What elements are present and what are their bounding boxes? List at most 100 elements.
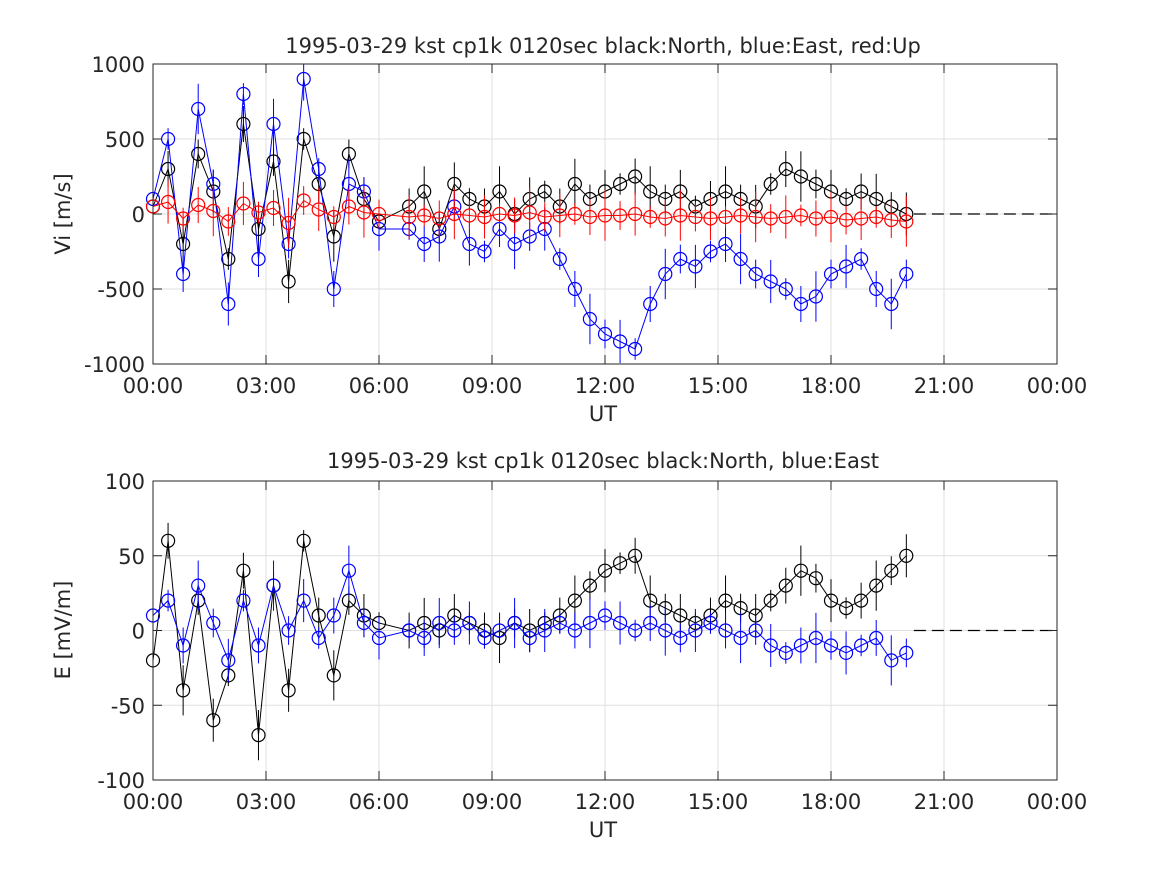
velocity-north-data-point (537, 184, 552, 199)
velocity-east-data-point (673, 251, 688, 267)
velocity-up-data-point (326, 209, 341, 225)
velocity-north-data-point (869, 191, 884, 207)
velocity-y-tick-label: 0 (132, 203, 145, 227)
velocity-up-data-point (793, 208, 809, 223)
electric-field-y-tick-label: 50 (118, 545, 145, 569)
velocity-east-data-point (477, 244, 492, 259)
velocity-east-data-point (582, 311, 598, 327)
electric-field-north-data-point (808, 571, 824, 586)
electric-field-east-data-point (492, 623, 507, 638)
velocity-east-data-point (718, 236, 733, 252)
electric-field-east-data-point (793, 638, 809, 653)
electric-field-east-data-point (627, 623, 643, 638)
electric-field-east-data-point (266, 578, 281, 593)
velocity-panel-title: 1995-03-29 kst cp1k 0120sec black:North,… (285, 34, 921, 58)
velocity-up-data-point (673, 208, 688, 223)
velocity-east-data-point (823, 266, 839, 282)
velocity-east-data-point (869, 281, 884, 297)
electric-field-north-data-point (718, 593, 733, 608)
velocity-x-tick-label: 00:00 (1027, 374, 1088, 398)
velocity-east-data-point (417, 236, 432, 252)
electric-field-north-data-point (673, 608, 688, 623)
electric-field-east-data-point (612, 615, 628, 631)
electric-field-east-data-point (853, 638, 869, 653)
electric-field-east-data-point (432, 615, 447, 631)
electric-field-y-tick-label: 0 (132, 620, 145, 644)
velocity-up-data-point (884, 212, 899, 228)
electric-field-east-data-point (341, 563, 356, 578)
electric-field-east-data-point (402, 623, 417, 638)
velocity-east-data-point (703, 244, 718, 259)
electric-field-north-data-point (793, 563, 809, 578)
electric-field-east-data-point (673, 630, 688, 646)
velocity-up-data-point (703, 211, 718, 226)
velocity-up-data-point (221, 214, 236, 229)
velocity-up-data-point (552, 208, 567, 223)
electric-field-north-data-point (281, 683, 296, 698)
velocity-up-data-point (823, 209, 839, 225)
electric-field-east-data-point (537, 623, 552, 638)
electric-field-east-data-point (522, 630, 537, 646)
electric-field-north-data-point (567, 593, 583, 608)
electric-field-north-data-point (176, 683, 191, 698)
velocity-panel: 1995-03-29 kst cp1k 0120sec black:North,… (51, 34, 1087, 426)
electric-field-x-axis-label: UT (589, 818, 617, 842)
electric-field-east-data-point (206, 615, 221, 631)
velocity-north-data-point (176, 236, 191, 252)
electric-field-east-data-point (447, 623, 462, 638)
velocity-east-data-point (236, 86, 251, 102)
velocity-east-data-point (311, 161, 326, 177)
electric-field-east-data-point (417, 630, 432, 646)
velocity-up-data-point (251, 205, 266, 220)
electric-field-east-data-point (582, 615, 598, 631)
velocity-up-data-point (537, 209, 552, 225)
velocity-x-tick-label: 18:00 (801, 374, 862, 398)
electric-field-y-tick-label: -50 (111, 694, 145, 718)
velocity-east-data-point (266, 116, 281, 132)
electric-field-x-tick-label: 12:00 (575, 790, 636, 814)
velocity-east-data-point (793, 296, 809, 312)
velocity-up-data-point (522, 205, 537, 220)
electric-field-x-tick-label: 00:00 (123, 790, 184, 814)
electric-field-north-data-point (612, 556, 628, 571)
velocity-east-data-point (884, 296, 899, 312)
velocity-y-tick-label: -500 (97, 278, 145, 302)
velocity-up-data-point (748, 209, 763, 225)
velocity-north-data-point (161, 161, 176, 177)
velocity-east-data-point (733, 251, 748, 267)
velocity-north-data-point (266, 154, 281, 169)
electric-field-x-tick-label: 03:00 (236, 790, 297, 814)
velocity-up-data-point (311, 202, 326, 217)
electric-field-east-data-point (161, 593, 176, 608)
velocity-east-data-point (643, 296, 658, 312)
velocity-up-data-point (462, 208, 477, 223)
velocity-east-data-point (507, 236, 522, 252)
velocity-x-tick-label: 21:00 (914, 374, 975, 398)
electric-field-x-tick-label: 00:00 (1027, 790, 1088, 814)
electric-field-east-data-point (477, 630, 492, 646)
electric-field-north-data-point (869, 578, 884, 593)
velocity-x-tick-label: 00:00 (123, 374, 184, 398)
velocity-up-data-point (176, 211, 191, 226)
velocity-north-data-point (643, 184, 658, 199)
electric-field-north-data-point (853, 593, 869, 608)
velocity-up-data-point (627, 206, 643, 222)
velocity-up-series-line (152, 199, 907, 224)
velocity-y-tick-label: 500 (105, 128, 145, 152)
electric-field-y-tick-label: 100 (105, 470, 145, 494)
velocity-east-data-point (176, 266, 191, 282)
velocity-x-tick-label: 09:00 (462, 374, 523, 398)
velocity-up-data-point (492, 206, 507, 222)
electric-field-north-data-point (296, 533, 311, 548)
velocity-x-tick-label: 03:00 (236, 374, 297, 398)
electric-field-y-axis-label: E [mV/m] (51, 581, 75, 680)
velocity-y-tick-label: -1000 (84, 353, 145, 377)
velocity-east-data-point (838, 259, 854, 274)
electric-field-east-data-point (251, 638, 266, 653)
electric-field-north-data-point (161, 533, 176, 548)
velocity-up-data-point (507, 208, 522, 223)
electric-field-east-data-point (823, 638, 839, 653)
electric-field-x-tick-label: 06:00 (349, 790, 410, 814)
electric-field-east-data-point (778, 645, 793, 661)
